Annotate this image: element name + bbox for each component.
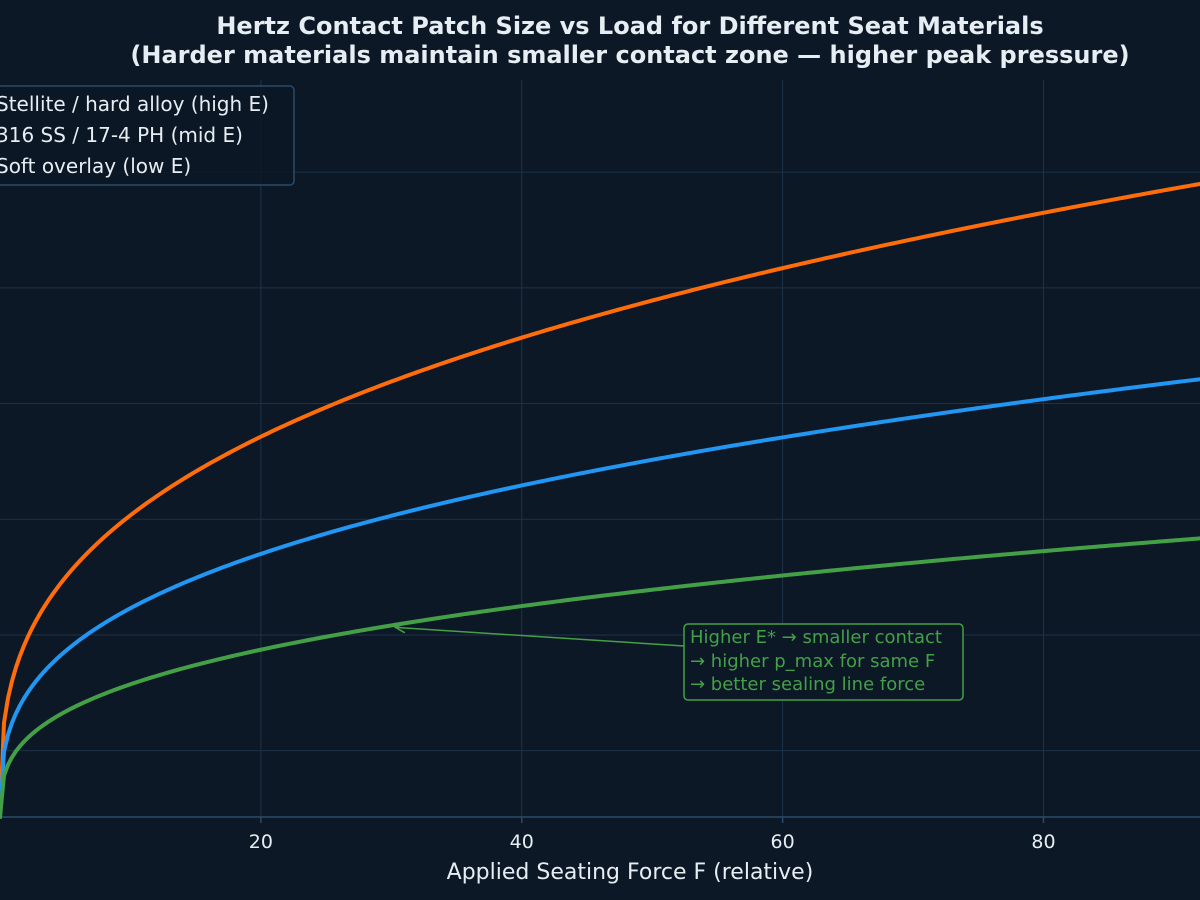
grid [0,80,1200,817]
legend-entry-316ss: 316 SS / 17-4 PH (mid E) [0,123,243,147]
x-tick-label: 20 [249,831,273,853]
series-line-0 [0,181,1200,819]
legend: Stellite / hard alloy (high E) 316 SS / … [0,85,295,186]
annotation: Higher E* → smaller contact → higher p_m… [393,622,964,701]
annotation-box [683,623,964,701]
annotation-arrow-head [393,622,406,634]
x-axis-label: Applied Seating Force F (relative) [447,860,814,885]
legend-entry-soft-overlay: Soft overlay (low E) [0,154,191,178]
annotation-line-1: Higher E* → smaller contact [690,627,942,648]
chart-title: Hertz Contact Patch Size vs Load for Dif… [216,12,1043,40]
x-tick-label: 60 [771,831,795,853]
series [0,181,1200,819]
x-tick-label: 40 [510,831,534,853]
x-tick-label: 80 [1031,831,1055,853]
legend-entry-stellite: Stellite / hard alloy (high E) [0,92,269,116]
chart-subtitle: (Harder materials maintain smaller conta… [130,41,1129,69]
axes: 20 40 60 80 [0,816,1200,853]
legend-box [0,85,295,186]
annotation-line-3: → better sealing line force [690,674,925,695]
series-line-2 [0,536,1200,819]
annotation-line-2: → higher p_max for same F [690,651,935,672]
series-line-1 [0,377,1200,819]
annotation-arrow [395,626,685,647]
